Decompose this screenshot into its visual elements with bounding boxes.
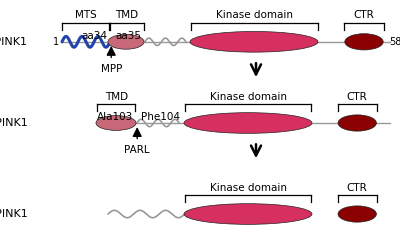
Text: TMD: TMD [105, 92, 128, 102]
Text: c-PINK1: c-PINK1 [0, 209, 28, 219]
Text: PARL: PARL [124, 145, 150, 155]
Text: c-PINK1: c-PINK1 [0, 118, 28, 128]
Text: f-PINK1: f-PINK1 [0, 37, 28, 47]
Text: Phe104: Phe104 [141, 112, 180, 122]
Ellipse shape [108, 34, 144, 49]
Ellipse shape [184, 204, 312, 224]
Ellipse shape [190, 31, 318, 52]
Text: Kinase domain: Kinase domain [210, 183, 286, 193]
Text: Kinase domain: Kinase domain [216, 10, 293, 20]
Text: CTR: CTR [354, 10, 374, 20]
Text: MTS: MTS [75, 10, 97, 20]
Text: aa34: aa34 [81, 31, 107, 41]
Text: CTR: CTR [347, 183, 368, 193]
Ellipse shape [338, 115, 376, 131]
Ellipse shape [184, 113, 312, 133]
Text: Kinase domain: Kinase domain [210, 92, 286, 102]
Text: MPP: MPP [100, 64, 122, 74]
Text: CTR: CTR [347, 92, 368, 102]
Text: aa35: aa35 [115, 31, 141, 41]
Ellipse shape [96, 116, 136, 130]
Ellipse shape [345, 34, 383, 50]
Text: Ala103: Ala103 [97, 112, 133, 122]
Ellipse shape [338, 206, 376, 222]
Text: 1: 1 [53, 37, 59, 47]
Text: TMD: TMD [115, 10, 138, 20]
Text: 581: 581 [389, 37, 400, 47]
